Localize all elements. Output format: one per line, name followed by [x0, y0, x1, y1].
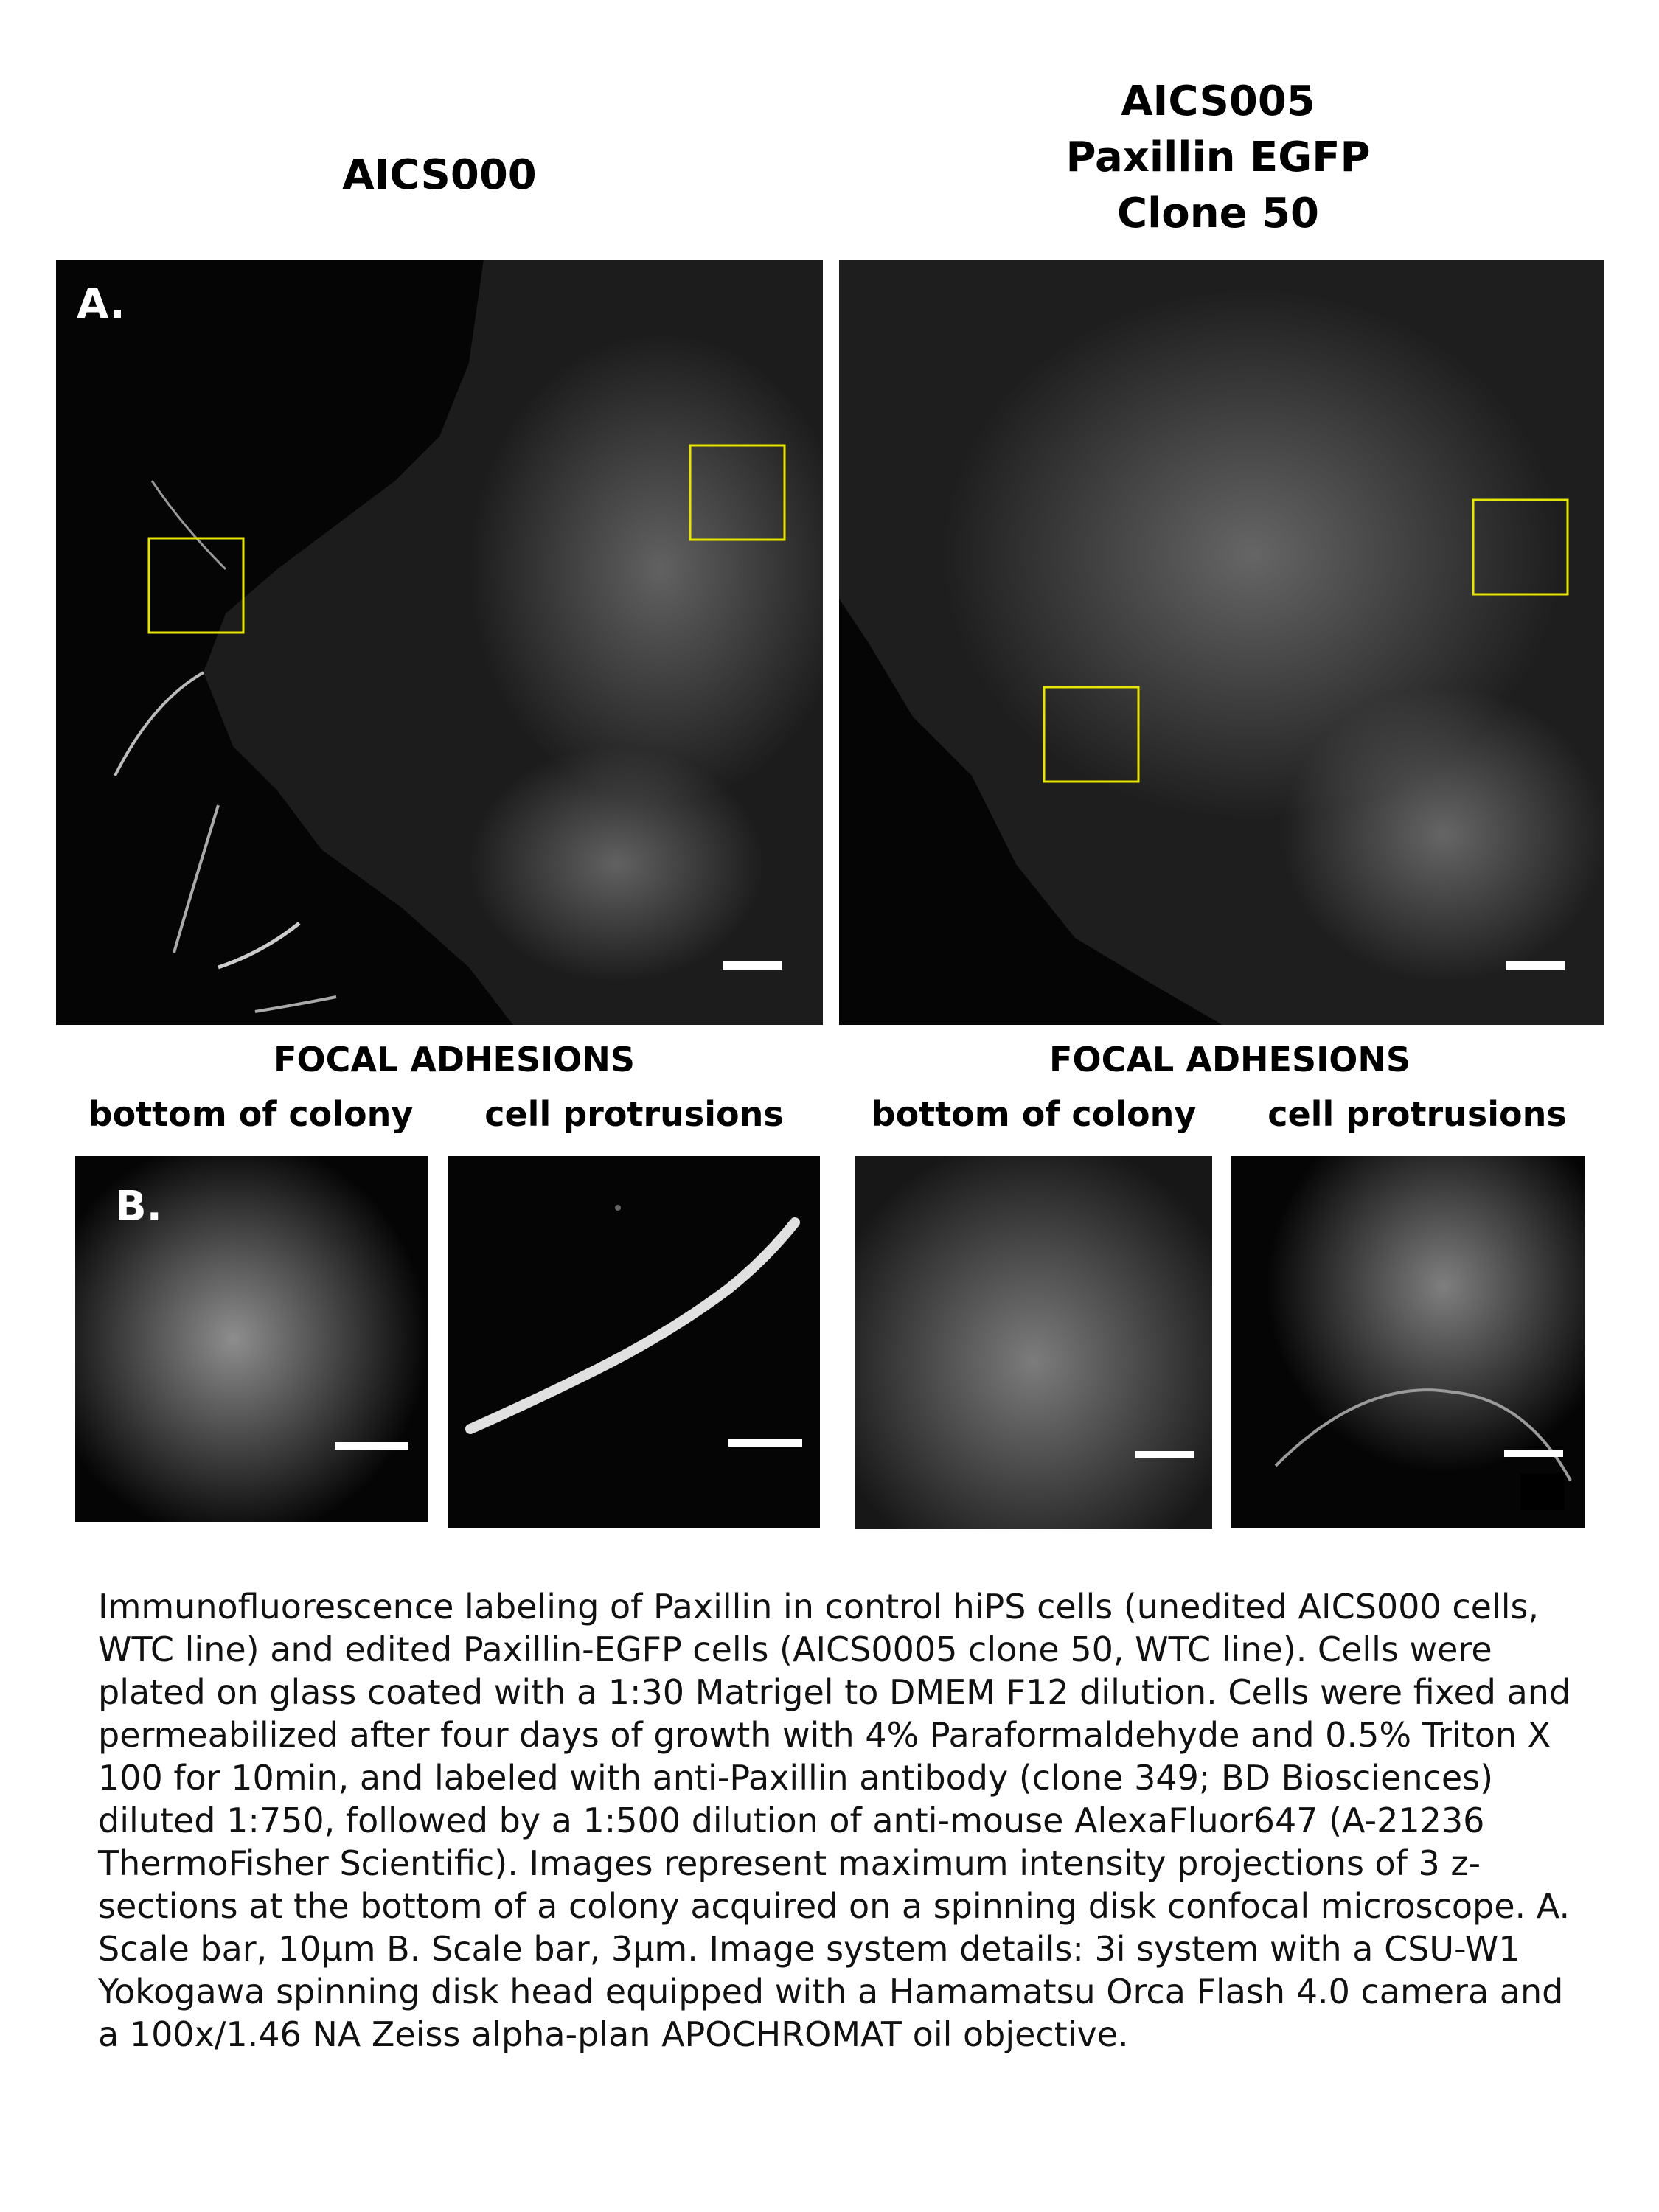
colony-edge [1274, 1388, 1572, 1481]
figure-caption: Immunofluorescence labeling of Paxillin … [98, 1587, 1571, 2054]
right-title-line-3: Clone 50 [1116, 189, 1320, 237]
right-title-line-2: Paxillin EGFP [1065, 133, 1371, 181]
roi-box-protrusion [147, 537, 245, 634]
roi-box-protrusion [1043, 686, 1140, 783]
micrograph-b-aics000-protrusion [448, 1156, 820, 1528]
subheading-cell-protrusions-left: cell protrusions [484, 1094, 784, 1134]
subheading-bottom-of-colony-left: bottom of colony [88, 1094, 414, 1134]
roi-box-colony [1472, 498, 1569, 596]
micrograph-b-aics005-colony [855, 1156, 1212, 1529]
protrusion [150, 480, 227, 571]
micrograph-b-aics000-colony: B. [75, 1156, 428, 1522]
protrusion [218, 922, 301, 970]
occluder [1520, 1473, 1565, 1510]
right-title-line-1: AICS005 [1121, 77, 1315, 125]
micrograph-b-aics005-protrusion [1231, 1156, 1585, 1528]
subheading-bottom-of-colony-right: bottom of colony [871, 1094, 1197, 1134]
micrograph-a-aics005 [839, 260, 1604, 1025]
protrusion [254, 995, 337, 1013]
protrusion [465, 1217, 800, 1434]
protrusion [173, 804, 220, 953]
roi-box-colony [689, 444, 786, 541]
scale-bar [728, 1439, 802, 1447]
left-panel-title: AICS000 [342, 151, 537, 199]
scale-bar [1504, 1450, 1563, 1457]
scale-bar [1135, 1451, 1194, 1458]
focal-adhesions-heading-left: FOCAL ADHESIONS [274, 1040, 635, 1079]
panel-label-a: A. [77, 280, 125, 328]
protrusion [114, 671, 204, 776]
subheading-cell-protrusions-right: cell protrusions [1267, 1094, 1567, 1134]
scale-bar [723, 961, 782, 970]
micrograph-a-aics000: A. [56, 260, 823, 1025]
focal-adhesions-heading-right: FOCAL ADHESIONS [1049, 1040, 1411, 1079]
panel-label-b: B. [115, 1183, 162, 1231]
scale-bar [1506, 961, 1565, 970]
right-panel-title: AICS005 Paxillin EGFP Clone 50 [835, 74, 1601, 242]
scale-bar [335, 1442, 408, 1450]
